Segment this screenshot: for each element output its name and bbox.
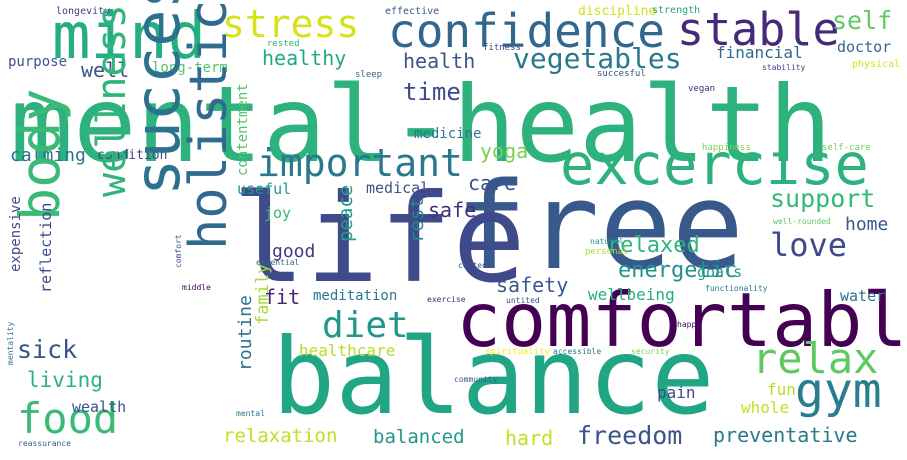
word: sick — [17, 335, 78, 364]
word: strength — [652, 5, 701, 16]
word: preventative — [713, 423, 858, 447]
word: discipline — [578, 4, 657, 19]
word: peace — [335, 184, 357, 242]
word: hard — [505, 426, 554, 450]
word: self — [832, 6, 893, 35]
word: comfort — [174, 234, 183, 268]
word: food — [17, 394, 119, 443]
word: condition — [97, 148, 168, 163]
word: support — [770, 184, 876, 213]
word: water — [840, 287, 886, 305]
word: free — [455, 158, 744, 297]
word: mind — [52, 0, 207, 74]
word: reflection — [37, 202, 55, 293]
word: calming — [10, 145, 86, 166]
word: vegan — [688, 84, 716, 94]
word: life — [232, 168, 526, 310]
word: stress — [222, 2, 360, 46]
word: functionality — [705, 284, 768, 293]
word: exercise — [427, 295, 466, 304]
word: safe — [428, 198, 477, 222]
word: self-care — [822, 143, 871, 153]
word: content — [458, 261, 492, 270]
word: good — [272, 241, 316, 262]
word: meditation — [313, 288, 398, 304]
word: contentment — [235, 83, 251, 176]
word: energetic — [618, 258, 738, 283]
word: longevity — [56, 6, 111, 17]
word: doctor — [837, 38, 892, 56]
word: fun — [767, 380, 796, 399]
word: fit — [264, 285, 301, 309]
word: happiness — [702, 143, 751, 153]
word: gym — [795, 363, 882, 419]
word: time — [403, 78, 461, 106]
word: middle — [182, 283, 211, 292]
word: love — [770, 226, 848, 264]
word: vegetables — [513, 42, 682, 75]
word: purpose — [8, 54, 68, 70]
word: stability — [762, 63, 806, 72]
word: living — [27, 368, 103, 392]
word: whole — [741, 398, 790, 417]
word: healthy — [262, 46, 347, 70]
word: useful — [237, 180, 292, 198]
word: healthcare — [299, 341, 396, 360]
word: reassurance — [18, 439, 71, 448]
word: financial — [716, 43, 803, 62]
word: yoga — [480, 139, 529, 163]
word: well-rounded — [773, 217, 831, 226]
word: diet — [322, 305, 409, 346]
word: relaxation — [223, 425, 338, 447]
word: freedom — [577, 421, 683, 450]
word: family — [253, 263, 273, 325]
word: spirituality — [485, 347, 551, 357]
word: joy — [264, 204, 292, 222]
word: long-term — [152, 60, 228, 76]
word: wellbeing — [588, 285, 675, 304]
word: mental-health — [10, 64, 832, 186]
word: stable — [677, 3, 840, 56]
word: mentality — [6, 321, 15, 365]
word: medical — [366, 179, 430, 197]
word: pain — [657, 383, 696, 402]
word: wealth — [72, 398, 127, 416]
word: expensive — [8, 196, 24, 272]
word: essential — [256, 258, 300, 267]
word: holistic — [179, 0, 239, 250]
word: mental — [236, 409, 265, 418]
word: rested — [267, 39, 300, 49]
word: fitness — [483, 43, 521, 53]
word: medicine — [414, 126, 482, 142]
word: untited — [506, 296, 540, 305]
word: personal — [585, 247, 629, 257]
word: physical — [852, 59, 901, 70]
word: excercise — [560, 132, 869, 198]
word: wellness — [89, 4, 135, 197]
word: relaxed — [607, 233, 700, 258]
word: goals — [697, 263, 743, 281]
word: balanced — [373, 426, 465, 448]
word: community — [454, 375, 498, 384]
word: rest — [406, 197, 428, 243]
word: succesful — [597, 69, 646, 79]
word: safety — [496, 273, 569, 297]
word: health — [403, 49, 476, 73]
word: well — [81, 58, 130, 82]
word: security — [631, 347, 670, 356]
word: sleep — [355, 70, 383, 80]
word: natural — [590, 237, 624, 246]
word: care — [468, 171, 517, 195]
word: important — [257, 141, 463, 185]
word: accessible — [553, 347, 602, 356]
word: relax — [752, 334, 879, 383]
word: confidence — [388, 4, 665, 58]
word: effective — [385, 6, 440, 17]
word: home — [845, 214, 889, 235]
word: balance — [272, 316, 715, 438]
word: comfortable — [456, 276, 907, 364]
word: happy — [677, 320, 702, 329]
